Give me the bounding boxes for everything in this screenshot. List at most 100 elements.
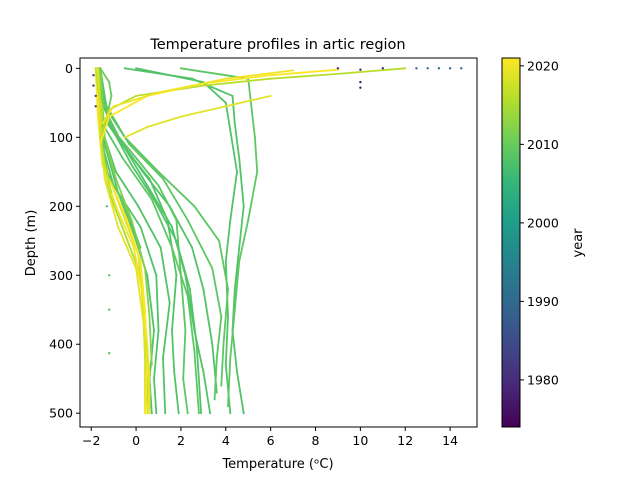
x-tick-label: 14 bbox=[442, 433, 458, 448]
data-point bbox=[238, 246, 241, 249]
data-point bbox=[150, 363, 153, 366]
data-point bbox=[224, 363, 227, 366]
data-point bbox=[202, 84, 205, 87]
data-point bbox=[157, 329, 160, 332]
data-point bbox=[148, 315, 151, 318]
data-point bbox=[96, 67, 99, 70]
data-point bbox=[336, 72, 339, 75]
data-point bbox=[460, 67, 463, 70]
data-point bbox=[186, 219, 189, 222]
data-point bbox=[269, 74, 272, 77]
data-point bbox=[175, 219, 178, 222]
data-point bbox=[101, 108, 104, 111]
data-point bbox=[177, 412, 180, 415]
data-point bbox=[224, 101, 227, 104]
data-point bbox=[184, 329, 187, 332]
data-point bbox=[108, 108, 111, 111]
data-point bbox=[123, 67, 126, 70]
data-point bbox=[139, 260, 142, 263]
data-point bbox=[103, 163, 106, 166]
data-point bbox=[437, 67, 441, 70]
series-line bbox=[94, 68, 113, 193]
data-point bbox=[146, 184, 149, 187]
data-point bbox=[171, 226, 173, 228]
data-point bbox=[179, 115, 182, 118]
data-point bbox=[359, 86, 362, 89]
data-point bbox=[247, 219, 250, 222]
data-point bbox=[193, 350, 196, 353]
data-point bbox=[150, 198, 153, 201]
data-point bbox=[108, 308, 111, 311]
x-tick-label: −2 bbox=[82, 433, 100, 448]
data-point bbox=[128, 143, 131, 146]
data-point bbox=[200, 412, 203, 415]
data-point bbox=[186, 295, 189, 297]
colorbar-tick-label: 1980 bbox=[527, 372, 559, 387]
data-point bbox=[105, 205, 109, 208]
data-point bbox=[146, 274, 149, 277]
data-point bbox=[108, 115, 111, 118]
y-tick-label: 400 bbox=[49, 337, 73, 352]
data-point bbox=[359, 68, 362, 71]
series-surface-old-1982 bbox=[92, 74, 97, 108]
data-point bbox=[135, 67, 138, 70]
data-point bbox=[148, 370, 151, 373]
data-point bbox=[193, 205, 196, 208]
data-point bbox=[157, 170, 160, 173]
data-point bbox=[103, 101, 106, 104]
data-point bbox=[108, 352, 111, 355]
data-point bbox=[171, 246, 173, 249]
series-line bbox=[135, 67, 238, 414]
data-point bbox=[188, 288, 191, 291]
data-point bbox=[164, 412, 167, 415]
data-point bbox=[404, 67, 407, 70]
data-point bbox=[159, 246, 162, 249]
data-point bbox=[92, 84, 95, 87]
data-point bbox=[236, 170, 238, 173]
data-point bbox=[99, 143, 102, 146]
data-point bbox=[162, 177, 164, 180]
y-tick-label: 300 bbox=[49, 268, 73, 283]
data-series-layer bbox=[92, 67, 463, 415]
data-point bbox=[238, 157, 241, 159]
data-point bbox=[153, 329, 155, 332]
data-point bbox=[150, 412, 153, 415]
data-point bbox=[110, 94, 113, 97]
chart-title: Temperature profiles in artic region bbox=[149, 37, 405, 53]
data-point bbox=[139, 226, 142, 228]
data-point bbox=[148, 412, 151, 415]
data-point bbox=[103, 177, 106, 180]
data-point bbox=[155, 274, 158, 277]
colorbar bbox=[502, 58, 520, 427]
data-point bbox=[229, 129, 232, 132]
data-point bbox=[130, 163, 133, 166]
plot-frame bbox=[79, 57, 478, 428]
x-tick-label: 10 bbox=[352, 433, 368, 448]
data-point bbox=[146, 126, 149, 128]
colorbar-axis: 1980 1990 2000 2010 2020 bbox=[520, 58, 559, 387]
data-point bbox=[121, 157, 124, 159]
data-point bbox=[110, 191, 113, 194]
data-point bbox=[108, 274, 111, 277]
data-point bbox=[173, 370, 176, 373]
data-point bbox=[135, 267, 138, 270]
data-point bbox=[99, 136, 102, 139]
data-point bbox=[415, 67, 418, 70]
data-point bbox=[269, 94, 272, 97]
data-point bbox=[224, 260, 227, 263]
data-point bbox=[175, 239, 178, 242]
data-point bbox=[101, 122, 104, 125]
data-point bbox=[211, 343, 214, 346]
data-point bbox=[153, 377, 155, 380]
data-point bbox=[269, 77, 272, 80]
data-point bbox=[215, 391, 218, 394]
data-point bbox=[144, 267, 146, 270]
data-point bbox=[123, 205, 126, 208]
data-point bbox=[359, 80, 362, 84]
y-axis: 0 100 200 300 400 500 bbox=[49, 61, 80, 421]
series-subsurface-2019 bbox=[123, 94, 272, 139]
data-point bbox=[227, 405, 229, 408]
data-point bbox=[144, 357, 146, 359]
data-point bbox=[218, 239, 221, 242]
